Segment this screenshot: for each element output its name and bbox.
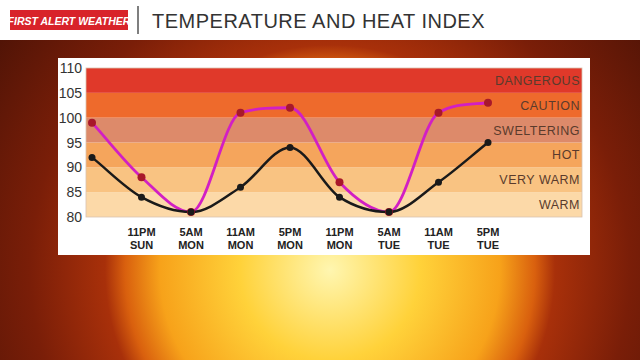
x-tick-label-line: 5PM [477,226,500,238]
series-marker [89,154,96,161]
x-tick-label: 11AMMON [226,226,255,251]
header-bar [0,0,640,40]
title: TEMPERATURE AND HEAT INDEX [152,10,485,32]
y-tick-label: 95 [66,135,82,151]
series-marker [187,208,195,216]
series-marker [336,194,343,201]
band-label: CAUTION [520,99,580,113]
series-marker [485,139,492,146]
series-line [92,103,488,212]
x-tick-label-line: MON [178,239,204,251]
band [86,143,582,168]
band-label: VERY WARM [499,173,580,187]
y-tick-label: 100 [59,110,83,126]
series-marker [336,178,344,186]
x-tick-label-line: 5AM [179,226,202,238]
series-marker [484,99,492,107]
band-label: HOT [552,148,580,162]
plot-frame [86,68,582,217]
x-tick-label: 5AMTUE [377,226,400,251]
y-tick-label: 90 [66,159,82,175]
x-tick-label-line: MON [277,239,303,251]
logo-text: FIRST ALERT WEATHER [8,15,131,27]
x-tick-label-line: 5PM [279,226,302,238]
band-label: SWELTERING [493,124,580,138]
x-tick-label: 11AMTUE [424,226,453,251]
x-tick-label: 5PMTUE [477,226,500,251]
header-divider [137,6,139,34]
chart-panel [58,58,590,255]
series-marker [286,104,294,112]
series-marker [138,173,146,181]
y-tick-label: 105 [59,85,83,101]
x-tick-label: 11PMMON [325,226,353,251]
series-marker [386,209,393,216]
x-tick-label-line: SUN [130,239,153,251]
y-tick-label: 110 [60,60,83,76]
band [86,68,582,93]
markers-group [88,99,492,216]
chart-svg: FIRST ALERT WEATHER TEMPERATURE AND HEAT … [0,0,640,360]
band-label: DANGEROUS [495,74,580,88]
band [86,118,582,143]
x-tick-label-line: TUE [477,239,499,251]
series-marker [88,119,96,127]
series-marker [237,184,244,191]
x-tick-label-line: TUE [428,239,450,251]
x-tick-label-line: 11PM [127,226,155,238]
band [86,93,582,118]
band [86,167,582,192]
lines-group [92,103,488,212]
x-tick-label-line: 11PM [325,226,353,238]
x-tick-label: 11PMSUN [127,226,155,251]
series-line [92,143,488,213]
series-marker [188,209,195,216]
band-label: WARM [539,198,580,212]
series-marker [287,144,294,151]
x-tick-label-line: 11AM [226,226,255,238]
y-tick-label: 85 [66,184,82,200]
x-tick-label: 5PMMON [277,226,303,251]
series-marker [237,109,245,117]
x-tick-label-line: 5AM [377,226,400,238]
x-tick-label: 5AMMON [178,226,204,251]
series-marker [435,179,442,186]
series-marker [138,194,145,201]
page: {"header": {"logo": "FIRST ALERT WEATHER… [0,0,640,360]
x-tick-label-line: MON [228,239,254,251]
x-tick-label-line: MON [327,239,353,251]
x-tick-label-line: TUE [378,239,400,251]
x-tick-label-line: 11AM [424,226,453,238]
series-marker [385,208,393,216]
series-marker [435,109,443,117]
y-tick-label: 80 [66,209,82,225]
